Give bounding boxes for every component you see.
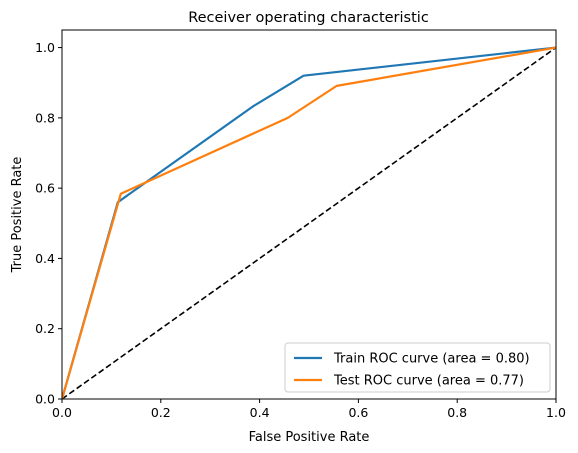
- legend-label-train: Train ROC curve (area = 0.80): [333, 352, 530, 367]
- y-axis-label: True Positive Rate: [10, 157, 25, 274]
- x-tick-label: 0.4: [250, 405, 270, 420]
- y-tick-label: 0.0: [35, 392, 55, 407]
- plot-frame: [61, 29, 557, 400]
- x-axis: 0.0 0.2 0.4 0.6 0.8 1.0: [52, 399, 566, 420]
- y-tick-label: 0.6: [35, 181, 55, 196]
- x-tick-label: 0.8: [447, 405, 467, 420]
- legend-box: [284, 342, 551, 393]
- series-layer: [62, 46, 556, 399]
- y-tick-label: 1.0: [35, 40, 55, 55]
- x-tick-label: 0.2: [151, 405, 171, 420]
- chart-title: Receiver operating characteristic: [188, 10, 429, 26]
- x-tick-label: 0.0: [52, 405, 72, 420]
- legend: Train ROC curve (area = 0.80) Test ROC c…: [284, 342, 551, 393]
- y-tick-label: 0.8: [35, 110, 55, 125]
- chance-diagonal-line: [62, 46, 556, 399]
- x-tick-label: 0.6: [348, 405, 368, 420]
- y-axis: 0.0 0.2 0.4 0.6 0.8 1.0: [35, 40, 62, 407]
- x-axis-label: False Positive Rate: [249, 430, 370, 445]
- x-tick-label: 1.0: [546, 405, 566, 420]
- y-tick-label: 0.4: [35, 251, 55, 266]
- y-tick-label: 0.2: [35, 321, 55, 336]
- test-roc-line: [62, 46, 556, 399]
- legend-label-test: Test ROC curve (area = 0.77): [333, 374, 524, 389]
